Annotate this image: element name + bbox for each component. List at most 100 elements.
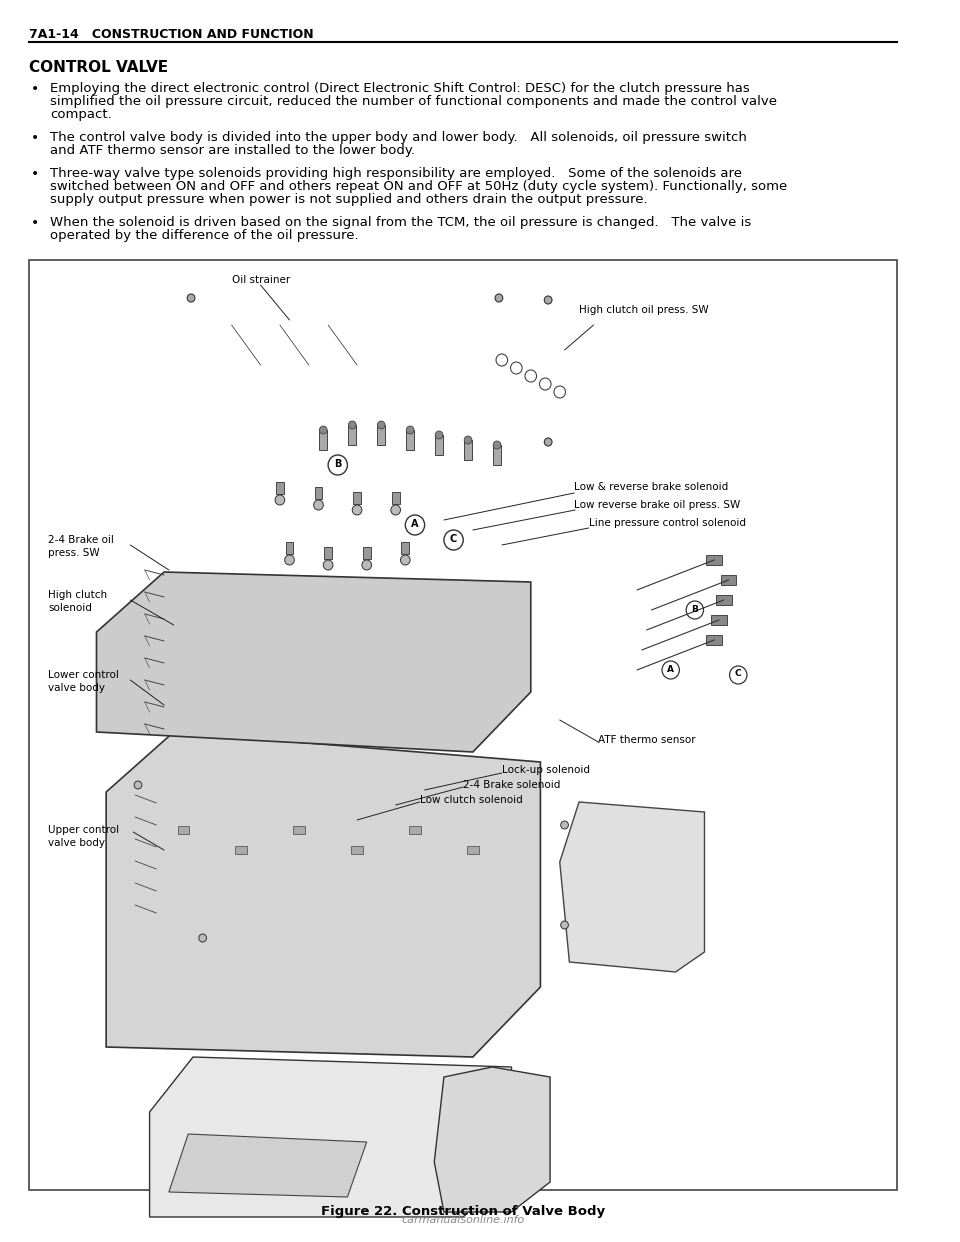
Bar (320, 430, 327, 450)
Circle shape (187, 294, 195, 302)
Circle shape (304, 681, 314, 691)
Text: compact.: compact. (50, 108, 112, 120)
Circle shape (406, 426, 414, 433)
Text: A: A (667, 664, 674, 673)
Circle shape (730, 666, 747, 684)
Bar (296, 602, 303, 614)
Bar (465, 440, 472, 460)
Circle shape (348, 421, 356, 428)
Text: supply output pressure when power is not supplied and others drain the output pr: supply output pressure when power is not… (50, 193, 648, 206)
Text: carmanualsonline.info: carmanualsonline.info (401, 1215, 525, 1225)
Circle shape (362, 560, 372, 570)
Text: •: • (31, 166, 39, 181)
Bar (435, 435, 443, 455)
Bar (493, 445, 501, 465)
Bar (372, 607, 380, 619)
Text: •: • (31, 82, 39, 96)
Bar (406, 430, 414, 450)
Circle shape (328, 455, 348, 474)
Text: Lower control: Lower control (48, 669, 119, 681)
Circle shape (544, 296, 552, 304)
Text: Upper control: Upper control (48, 825, 119, 835)
Polygon shape (169, 1134, 367, 1197)
Text: 7A1-14   CONSTRUCTION AND FUNCTION: 7A1-14 CONSTRUCTION AND FUNCTION (29, 29, 314, 41)
Text: Oil strainer: Oil strainer (231, 274, 290, 284)
Bar (324, 546, 332, 559)
Bar (707, 635, 722, 645)
Text: Lock-up solenoid: Lock-up solenoid (502, 765, 589, 775)
Text: •: • (31, 216, 39, 230)
Text: and ATF thermo sensor are installed to the lower body.: and ATF thermo sensor are installed to t… (50, 144, 415, 156)
Bar (401, 542, 409, 554)
Text: CONTROL VALVE: CONTROL VALVE (29, 60, 168, 75)
Bar (286, 542, 294, 554)
Circle shape (400, 555, 410, 565)
Text: C: C (735, 669, 741, 678)
Circle shape (295, 615, 304, 625)
Circle shape (391, 505, 400, 515)
Text: Figure 22. Construction of Valve Body: Figure 22. Construction of Valve Body (322, 1205, 606, 1218)
Bar (468, 846, 479, 854)
Circle shape (343, 686, 352, 696)
Text: valve body: valve body (48, 838, 106, 848)
Bar (334, 607, 342, 619)
Text: When the solenoid is driven based on the signal from the TCM, the oil pressure i: When the solenoid is driven based on the… (50, 216, 752, 229)
Bar (315, 487, 323, 499)
Bar (411, 602, 419, 614)
Text: valve body: valve body (48, 683, 106, 693)
Text: B: B (691, 605, 698, 614)
Text: Line pressure control solenoid: Line pressure control solenoid (588, 518, 746, 528)
Polygon shape (434, 1067, 550, 1212)
Bar (409, 826, 420, 833)
Text: •: • (31, 130, 39, 145)
Bar (711, 615, 727, 625)
Bar (353, 492, 361, 504)
Bar (707, 555, 722, 565)
Circle shape (495, 294, 503, 302)
Circle shape (405, 515, 424, 535)
Polygon shape (97, 573, 531, 751)
Circle shape (333, 620, 343, 630)
Text: Employing the direct electronic control (Direct Electronic Shift Control: DESC) : Employing the direct electronic control … (50, 82, 750, 94)
Bar (377, 425, 385, 445)
Circle shape (686, 601, 704, 619)
Bar (348, 425, 356, 445)
Circle shape (662, 661, 680, 679)
Circle shape (444, 530, 464, 550)
Circle shape (352, 505, 362, 515)
Text: The control valve body is divided into the upper body and lower body.   All sole: The control valve body is divided into t… (50, 130, 747, 144)
Bar (382, 672, 390, 684)
Bar (294, 826, 305, 833)
Text: Low clutch solenoid: Low clutch solenoid (420, 795, 522, 805)
Text: B: B (334, 460, 342, 469)
Circle shape (377, 421, 385, 428)
Polygon shape (560, 802, 705, 972)
Circle shape (134, 781, 142, 789)
Bar (363, 546, 371, 559)
Text: simplified the oil pressure circuit, reduced the number of functional components: simplified the oil pressure circuit, red… (50, 94, 778, 108)
Text: Low & reverse brake solenoid: Low & reverse brake solenoid (574, 482, 729, 492)
Text: switched between ON and OFF and others repeat ON and OFF at 50Hz (duty cycle sys: switched between ON and OFF and others r… (50, 180, 787, 193)
Circle shape (320, 426, 327, 433)
Circle shape (275, 496, 285, 505)
Bar (716, 595, 732, 605)
Circle shape (410, 615, 420, 625)
FancyBboxPatch shape (29, 260, 898, 1190)
Circle shape (285, 555, 295, 565)
Bar (344, 672, 351, 684)
Text: High clutch: High clutch (48, 590, 108, 600)
Bar (276, 482, 284, 494)
Text: press. SW: press. SW (48, 548, 100, 558)
Text: ATF thermo sensor: ATF thermo sensor (598, 735, 696, 745)
Bar (392, 492, 399, 504)
Circle shape (493, 441, 501, 450)
Bar (351, 846, 363, 854)
Circle shape (561, 821, 568, 828)
Circle shape (544, 438, 552, 446)
Circle shape (314, 501, 324, 510)
Bar (721, 575, 736, 585)
Circle shape (561, 922, 568, 929)
Polygon shape (150, 1057, 512, 1217)
Text: solenoid: solenoid (48, 604, 92, 614)
Bar (235, 846, 247, 854)
